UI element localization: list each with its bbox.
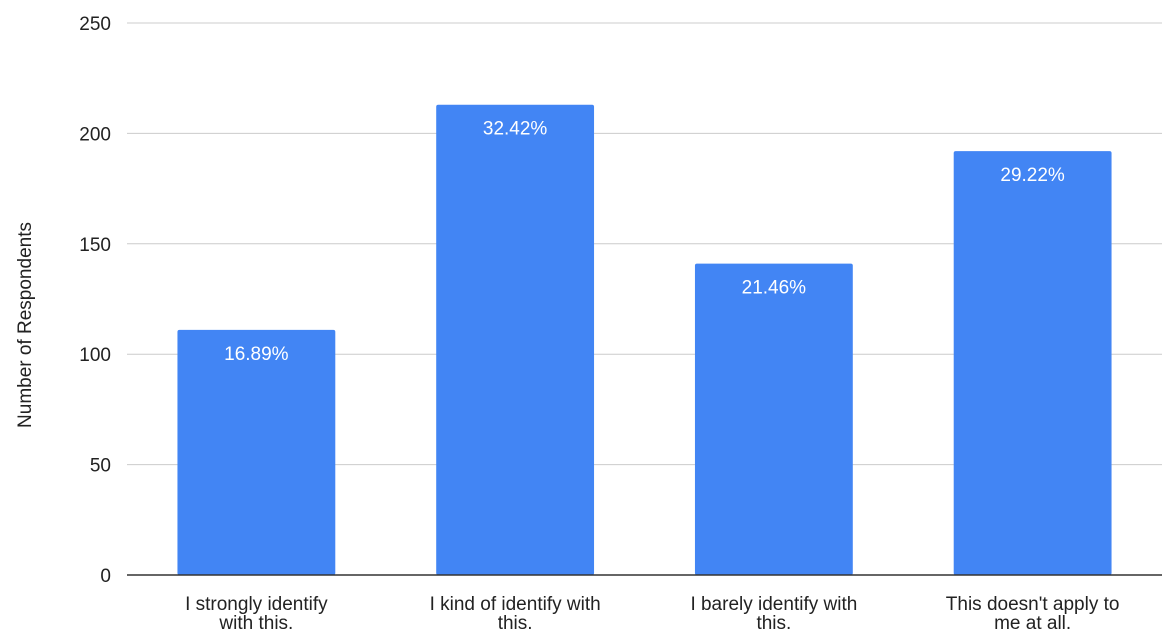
x-axis-ticks: I strongly identify with this. I kind of i… (185, 594, 1119, 634)
x-tick-label: I kind of identify with this. (430, 594, 601, 634)
x-tick-label-line: I kind of identify with (430, 594, 601, 615)
bar (694, 263, 853, 575)
y-tick-label: 0 (100, 566, 111, 587)
x-tick-label-line: I strongly identify (185, 594, 328, 615)
y-tick-label: 250 (79, 14, 111, 35)
x-tick-label-line: this. (498, 613, 533, 634)
data-label: 29.22% (1000, 165, 1065, 186)
y-axis-ticks: 0 50 100 150 200 250 (79, 14, 111, 587)
bars (177, 104, 1112, 576)
bar (436, 104, 595, 576)
y-axis-title: Number of Respondents (15, 222, 36, 428)
y-tick-label: 150 (79, 235, 111, 256)
x-tick-label-line: me at all. (994, 613, 1071, 634)
x-tick-label: This doesn't apply to me at all. (946, 594, 1120, 634)
bar (953, 151, 1112, 575)
y-tick-label: 50 (90, 456, 111, 477)
x-tick-label-line: This doesn't apply to (946, 594, 1120, 615)
y-tick-label: 200 (79, 124, 111, 145)
x-tick-label-line: this. (756, 613, 791, 634)
x-tick-label-line: with this. (218, 613, 293, 634)
x-tick-label: I barely identify with this. (690, 594, 857, 634)
x-tick-label: I strongly identify with this. (185, 594, 328, 634)
data-label: 16.89% (224, 344, 289, 365)
data-label: 32.42% (483, 119, 548, 140)
x-tick-label-line: I barely identify with (690, 594, 857, 615)
data-labels: 16.89% 32.42% 21.46% 29.22% (224, 119, 1065, 365)
y-tick-label: 100 (79, 345, 111, 366)
bar (177, 329, 336, 575)
data-label: 21.46% (742, 278, 807, 299)
